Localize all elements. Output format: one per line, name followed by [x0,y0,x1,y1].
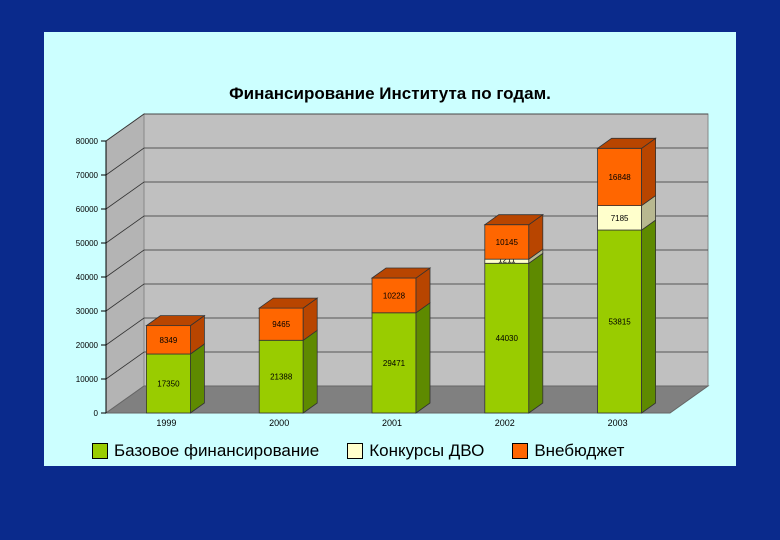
y-tick-label: 20000 [76,341,99,350]
x-tick-label: 1999 [156,418,176,428]
gridline [105,147,708,176]
legend: Базовое финансирование Конкурсы ДВО Внеб… [92,440,712,462]
bar-segment [484,224,530,260]
legend-swatch-base [92,443,108,459]
bar-segment-side [528,252,544,414]
bar-segment [371,312,417,414]
bar-segment-side [641,137,656,207]
bar-segment [597,229,642,414]
bar-top [257,297,319,309]
data-label: 1211 [498,255,516,264]
chart-title: Финансирование Института по годам. [229,84,551,103]
y-tick-label: 30000 [76,307,99,316]
bar-top [483,214,545,226]
legend-item-extrabudget: Внебюджет [512,441,624,461]
bar-segment-side [189,343,205,414]
y-tick-label: 0 [94,409,99,418]
bar-segment-side [415,302,431,414]
legend-label-base: Базовое финансирование [114,441,320,460]
y-tick-label: 10000 [76,375,99,384]
data-label: 17350 [157,380,180,389]
legend-label-extrabudget: Внебюджет [534,441,625,460]
x-tick-label: 2003 [608,418,628,428]
x-tick-label: 2002 [495,418,515,428]
bar-segment [146,325,191,355]
legend-swatch-extrabudget [512,443,529,459]
bar-top [370,267,432,279]
y-tick-label: 80000 [76,137,99,146]
data-label: 29471 [383,359,406,368]
y-tick-label: 70000 [76,171,99,180]
bar-top [596,137,657,149]
x-tick-label: 2001 [382,418,402,428]
bar-segment [371,277,417,314]
legend-item-base: Базовое финансирование [92,441,319,461]
gridline [105,113,708,142]
chart-panel: Финансирование Института по годам. 0 1000… [44,32,736,466]
chart-plot: 0 10000 20000 30000 40000 50000 60000 70000 8000… [76,113,710,428]
data-label: 10145 [496,238,519,247]
bar-top [145,315,206,327]
data-label: 10228 [383,291,406,300]
y-tick-label: 60000 [76,205,99,214]
legend-swatch-contests [347,443,364,459]
y-tick-label: 50000 [76,239,99,248]
data-label: 7185 [611,214,629,223]
data-label: 16848 [608,173,631,182]
data-label: 9465 [272,320,290,329]
data-label: 44030 [496,334,519,343]
bar-segment [146,353,191,414]
legend-item-contests: Конкурсы ДВО [347,441,484,461]
bar-segment [484,262,530,414]
legend-label-contests: Конкурсы ДВО [369,441,485,460]
data-label: 53815 [608,318,631,327]
data-label: 21388 [270,373,293,382]
data-label: 8349 [160,336,178,345]
x-tick-label: 2000 [269,418,289,428]
y-tick-label: 40000 [76,273,99,282]
bar-segment-side [302,329,318,414]
bar-segment [258,339,304,414]
gridline [105,181,708,210]
bar-segment-side [641,219,656,414]
